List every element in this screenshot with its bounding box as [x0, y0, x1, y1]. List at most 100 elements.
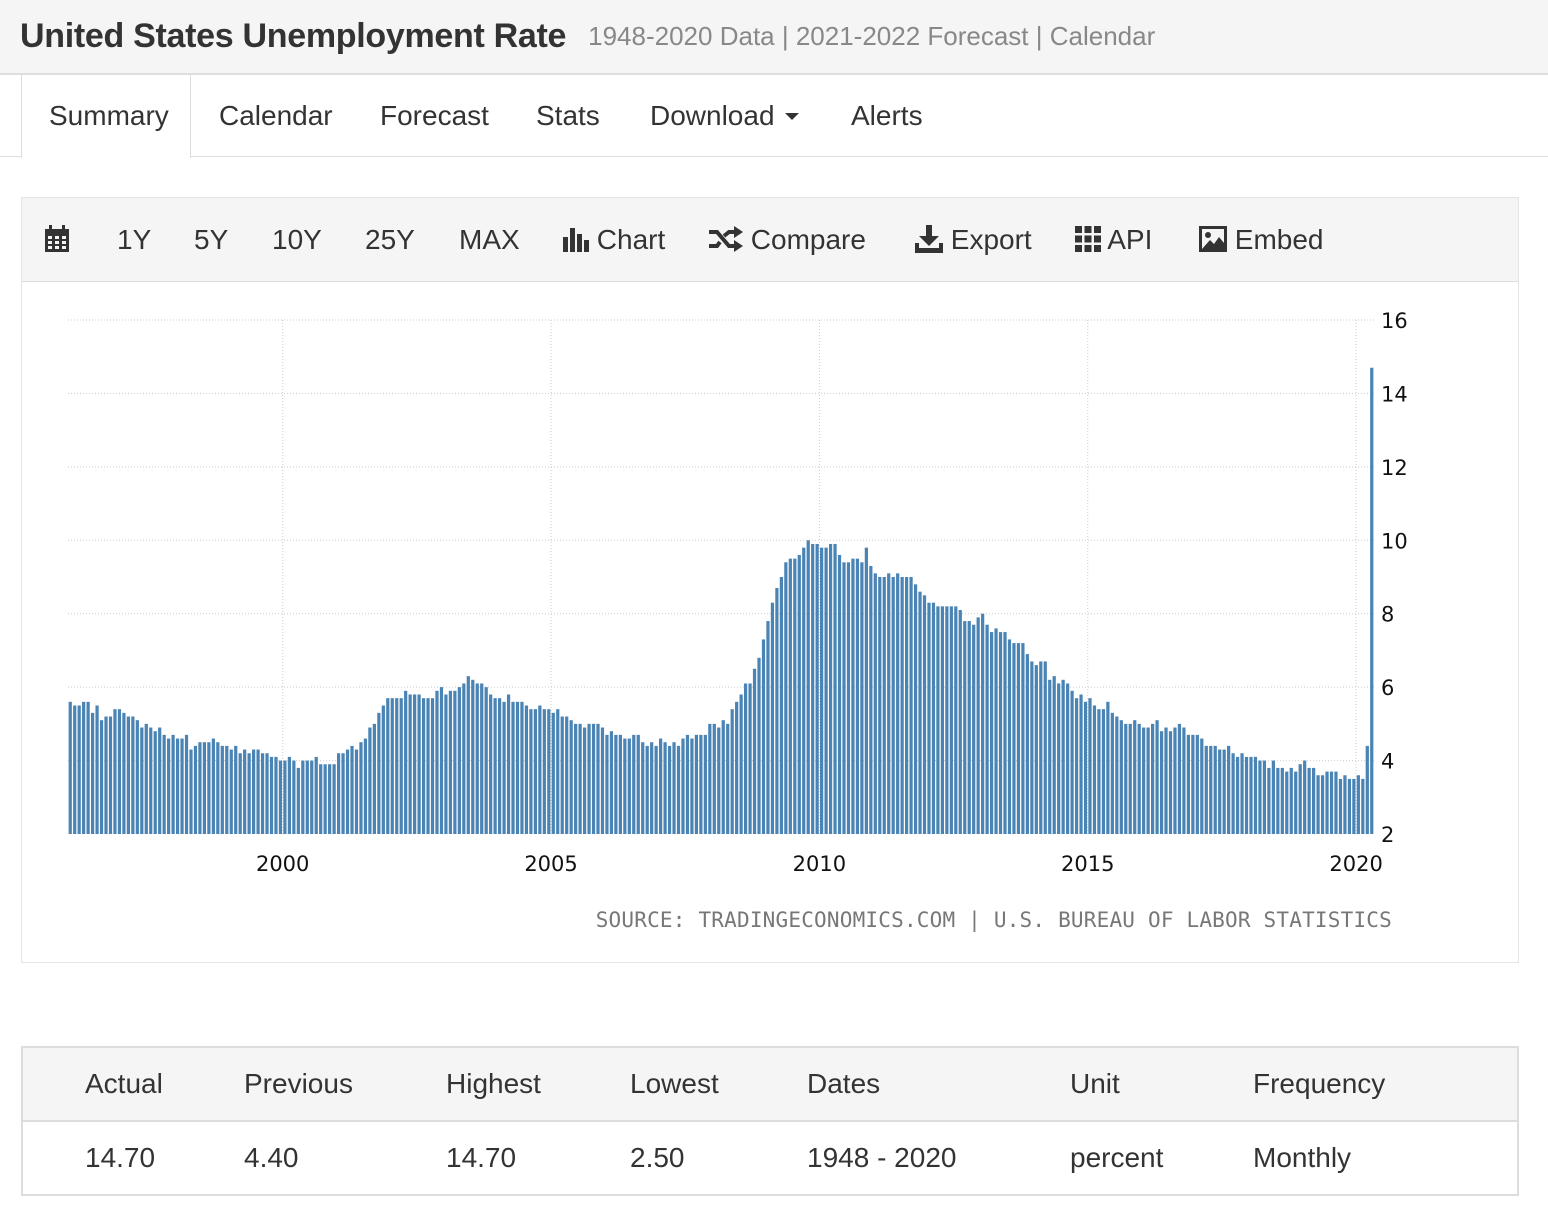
bar[interactable] — [153, 731, 157, 834]
bar[interactable] — [1213, 745, 1217, 834]
bar[interactable] — [994, 628, 998, 834]
bar[interactable] — [1356, 775, 1360, 834]
bar[interactable] — [927, 602, 931, 834]
bar[interactable] — [341, 753, 345, 834]
bar[interactable] — [408, 694, 412, 834]
bar[interactable] — [1334, 771, 1338, 834]
bar[interactable] — [542, 709, 546, 834]
bar[interactable] — [1222, 749, 1226, 834]
bar[interactable] — [699, 734, 703, 834]
bar[interactable] — [824, 547, 828, 834]
range-max-button[interactable]: MAX — [459, 224, 520, 255]
bar[interactable] — [574, 723, 578, 834]
bar[interactable] — [1325, 771, 1329, 834]
bar[interactable] — [587, 723, 591, 834]
bar[interactable] — [1204, 745, 1208, 834]
bar[interactable] — [202, 742, 207, 834]
bar[interactable] — [502, 701, 506, 834]
bar[interactable] — [735, 701, 739, 834]
bar[interactable] — [354, 749, 359, 834]
tab-stats[interactable]: Stats — [536, 75, 600, 157]
bar[interactable] — [967, 621, 971, 834]
bar[interactable] — [985, 624, 989, 834]
bar[interactable] — [86, 701, 90, 834]
bar[interactable] — [511, 701, 515, 834]
bar[interactable] — [591, 723, 596, 834]
bar[interactable] — [806, 540, 810, 834]
bar[interactable] — [220, 745, 224, 834]
bar[interactable] — [144, 723, 148, 834]
bar[interactable] — [1271, 760, 1275, 834]
bar[interactable] — [887, 573, 891, 834]
bar[interactable] — [976, 617, 980, 834]
bar[interactable] — [1294, 771, 1298, 834]
bar[interactable] — [399, 698, 403, 834]
bar[interactable] — [761, 639, 766, 834]
bar[interactable] — [234, 745, 238, 834]
bar[interactable] — [703, 734, 707, 834]
bar[interactable] — [122, 712, 126, 834]
bar[interactable] — [1070, 690, 1074, 834]
bar[interactable] — [1168, 731, 1173, 834]
bar[interactable] — [1329, 771, 1334, 834]
bar[interactable] — [524, 705, 529, 835]
bar[interactable] — [949, 606, 953, 834]
bar[interactable] — [480, 683, 484, 834]
bar[interactable] — [851, 558, 855, 834]
bar[interactable] — [1110, 712, 1114, 834]
tab-download[interactable]: Download — [650, 75, 799, 157]
bar[interactable] — [260, 753, 265, 834]
bar[interactable] — [864, 547, 868, 834]
bar[interactable] — [1191, 734, 1195, 834]
bar[interactable] — [855, 558, 860, 834]
bar[interactable] — [663, 742, 667, 834]
bar[interactable] — [743, 683, 748, 834]
bar[interactable] — [319, 764, 323, 834]
bar[interactable] — [1124, 723, 1128, 834]
bar[interactable] — [1101, 709, 1106, 834]
bar[interactable] — [1146, 727, 1150, 834]
bar[interactable] — [238, 753, 242, 834]
bar[interactable] — [905, 577, 909, 834]
bar[interactable] — [162, 734, 166, 834]
tab-calendar[interactable]: Calendar — [219, 75, 333, 157]
bar[interactable] — [627, 738, 631, 834]
bar[interactable] — [77, 705, 81, 835]
bar[interactable] — [667, 745, 672, 834]
bar[interactable] — [1025, 654, 1029, 834]
bar[interactable] — [815, 543, 819, 834]
bar[interactable] — [484, 687, 488, 834]
bar[interactable] — [274, 756, 278, 834]
bar[interactable] — [1137, 723, 1141, 834]
bar[interactable] — [395, 698, 399, 834]
bar[interactable] — [936, 606, 940, 834]
bar[interactable] — [435, 690, 439, 834]
bar[interactable] — [1088, 698, 1092, 834]
bar[interactable] — [1209, 745, 1213, 834]
bar[interactable] — [1312, 767, 1316, 834]
bar[interactable] — [538, 705, 542, 835]
bar[interactable] — [1066, 683, 1070, 834]
bar[interactable] — [1307, 767, 1311, 834]
bar[interactable] — [1240, 753, 1244, 834]
bar[interactable] — [252, 749, 256, 834]
bar[interactable] — [909, 577, 913, 834]
bar[interactable] — [636, 734, 640, 834]
bar[interactable] — [1280, 767, 1284, 834]
bar[interactable] — [614, 734, 618, 834]
bar[interactable] — [757, 657, 761, 834]
bar[interactable] — [998, 632, 1003, 834]
bar[interactable] — [694, 734, 699, 834]
bar[interactable] — [1119, 720, 1123, 834]
bar[interactable] — [113, 709, 117, 834]
bar[interactable] — [529, 709, 533, 834]
bar[interactable] — [489, 694, 493, 834]
bar[interactable] — [565, 716, 569, 834]
bar[interactable] — [1361, 778, 1365, 834]
bar[interactable] — [426, 698, 430, 834]
bar[interactable] — [453, 690, 457, 834]
compare-button[interactable]: Compare — [709, 198, 866, 282]
bar[interactable] — [498, 698, 502, 834]
bar[interactable] — [225, 745, 229, 834]
bar[interactable] — [1276, 767, 1280, 834]
